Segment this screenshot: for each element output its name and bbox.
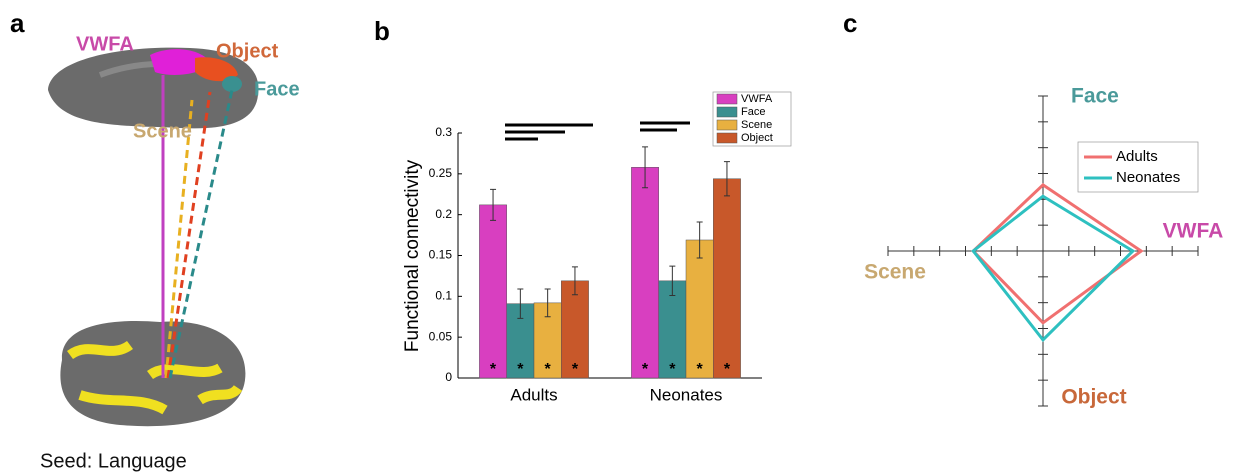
bar [479, 205, 506, 378]
significance-lines [505, 123, 690, 139]
brain-illustration [48, 48, 258, 427]
y-tick-label: 0.3 [435, 125, 452, 139]
bar [713, 179, 740, 378]
region-label: Face [254, 78, 300, 100]
legend-label: Adults [1116, 148, 1158, 165]
legend-swatch [717, 120, 737, 130]
axis-label: Scene [864, 261, 926, 284]
legend-label: VWFA [741, 93, 773, 105]
axis-label: Face [1071, 85, 1119, 108]
significance-marker: * [517, 361, 524, 378]
panel-label: c [843, 8, 857, 38]
y-axis-label: Functional connectivity [402, 159, 423, 352]
x-tick-label: Neonates [650, 385, 723, 404]
axis-label: Object [1061, 386, 1126, 409]
bar [686, 240, 713, 378]
y-tick-label: 0 [445, 370, 452, 384]
significance-marker: * [490, 361, 497, 378]
panel-label: a [10, 8, 25, 38]
figure: a VWFA Object Face Scene Seed: Language … [0, 0, 1233, 474]
caption: Seed: Language [40, 450, 187, 472]
significance-marker: * [642, 361, 649, 378]
legend-swatch [717, 107, 737, 117]
legend-label: Neonates [1116, 169, 1180, 186]
significance-marker: * [724, 361, 731, 378]
region-label: Object [216, 40, 279, 62]
region-label: Scene [133, 120, 192, 142]
y-tick-label: 0.2 [435, 207, 452, 221]
significance-marker: * [697, 361, 704, 378]
legend-swatch [717, 94, 737, 104]
legend-label: Scene [741, 119, 772, 131]
y-tick-label: 0.1 [435, 289, 452, 303]
y-tick-label: 0.15 [429, 248, 453, 262]
region-label: VWFA [76, 33, 134, 55]
legend-label: Object [741, 132, 773, 144]
significance-marker: * [572, 361, 579, 378]
significance-marker: * [545, 361, 552, 378]
y-tick-label: 0.25 [429, 166, 453, 180]
axis-label: VWFA [1163, 220, 1224, 243]
y-tick-label: 0.05 [429, 329, 453, 343]
legend-swatch [717, 133, 737, 143]
panel-label: b [374, 16, 390, 46]
bar [631, 167, 658, 378]
x-tick-label: Adults [510, 385, 557, 404]
radar-line [973, 196, 1133, 340]
legend-label: Face [741, 106, 765, 118]
significance-marker: * [669, 361, 676, 378]
